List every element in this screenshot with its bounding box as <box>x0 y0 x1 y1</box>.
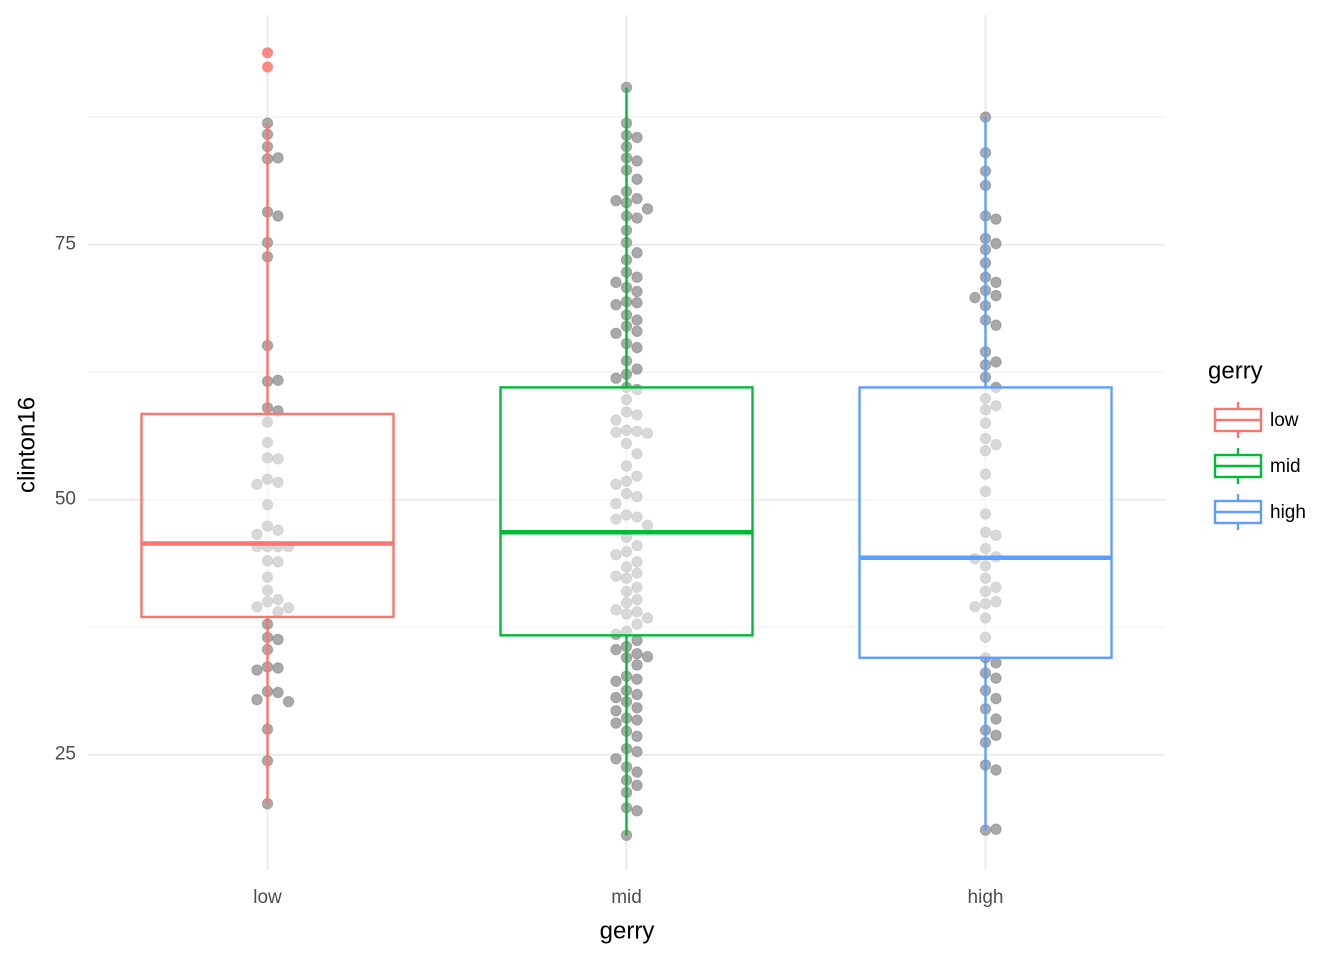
data-point <box>990 289 1002 302</box>
data-point <box>251 693 263 706</box>
data-point <box>631 173 643 185</box>
data-point <box>610 705 622 717</box>
data-point <box>272 633 284 646</box>
data-point <box>631 634 643 647</box>
data-point <box>631 297 643 309</box>
legend-label: mid <box>1270 456 1301 477</box>
data-point <box>631 779 643 792</box>
y-tick-label: 75 <box>55 234 76 255</box>
data-point <box>641 651 654 663</box>
box <box>140 412 395 619</box>
data-point <box>272 152 284 164</box>
data-point <box>631 730 643 743</box>
data-point <box>990 276 1002 289</box>
data-point <box>631 714 643 726</box>
data-point <box>990 692 1002 705</box>
data-point <box>641 203 654 215</box>
data-point <box>631 314 643 326</box>
data-point <box>969 291 981 304</box>
data-point <box>990 713 1002 725</box>
outlier <box>262 47 273 59</box>
x-tick-label: high <box>968 887 1004 908</box>
data-point <box>610 194 622 207</box>
data-point <box>631 131 643 144</box>
legend-label: high <box>1270 502 1306 523</box>
data-point <box>990 237 1002 250</box>
y-tick-label: 25 <box>55 744 76 765</box>
data-point <box>272 374 284 386</box>
data-point <box>610 717 622 729</box>
data-point <box>610 299 622 311</box>
data-point <box>990 729 1002 742</box>
data-point <box>272 662 284 674</box>
data-point <box>631 325 643 337</box>
y-axis-title: clinton16 <box>13 397 40 493</box>
box <box>499 386 754 637</box>
data-point <box>990 213 1002 225</box>
data-point <box>272 210 284 222</box>
data-point <box>990 319 1002 331</box>
data-point <box>631 271 643 283</box>
data-point <box>631 192 643 205</box>
legend-label: low <box>1270 410 1299 431</box>
data-point <box>251 664 263 676</box>
box <box>858 386 1113 659</box>
data-point <box>610 372 622 384</box>
legend-title: gerry <box>1208 357 1263 384</box>
data-point <box>631 155 643 167</box>
y-tick-label: 50 <box>55 489 76 510</box>
data-point <box>610 327 622 340</box>
data-point <box>631 745 643 758</box>
data-point <box>631 766 643 778</box>
data-point <box>990 356 1002 368</box>
data-point <box>610 643 622 656</box>
marks <box>140 47 1113 842</box>
x-axis-title: gerry <box>600 917 655 944</box>
data-point <box>631 247 643 259</box>
data-point <box>631 647 643 660</box>
data-point <box>272 686 284 699</box>
data-point <box>990 764 1002 776</box>
data-point <box>631 688 643 701</box>
outlier <box>262 61 273 73</box>
x-tick-label: mid <box>611 887 642 908</box>
data-point <box>610 276 622 289</box>
data-point <box>631 702 643 714</box>
data-point <box>990 657 1002 669</box>
data-point <box>631 285 643 298</box>
data-point <box>631 673 643 685</box>
data-point <box>610 691 622 704</box>
data-point <box>282 695 295 708</box>
data-point <box>631 363 643 375</box>
data-point <box>631 659 643 671</box>
data-point <box>990 823 1002 835</box>
x-tick-label: low <box>253 887 282 908</box>
data-point <box>990 672 1002 684</box>
data-point <box>610 675 622 687</box>
data-point <box>631 805 643 817</box>
data-point <box>610 753 622 765</box>
data-point <box>631 212 643 224</box>
data-point <box>631 341 643 354</box>
